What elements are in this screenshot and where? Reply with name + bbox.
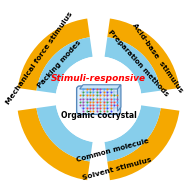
Wedge shape	[36, 37, 93, 93]
Text: Organic cocrystal: Organic cocrystal	[61, 111, 136, 120]
Text: Stimuli-responsive: Stimuli-responsive	[51, 74, 146, 83]
Wedge shape	[18, 108, 90, 180]
Wedge shape	[105, 37, 161, 93]
Text: Common molecule: Common molecule	[75, 138, 149, 163]
Circle shape	[56, 56, 142, 142]
Wedge shape	[36, 105, 93, 161]
Wedge shape	[107, 108, 179, 180]
Text: Mechanical force stimulus: Mechanical force stimulus	[5, 11, 74, 105]
Text: Solvent stimulus: Solvent stimulus	[82, 157, 153, 181]
Text: Preparation methods: Preparation methods	[107, 29, 169, 98]
Text: Acid-base  stimulus: Acid-base stimulus	[131, 22, 184, 94]
Polygon shape	[80, 85, 121, 89]
Polygon shape	[118, 85, 121, 111]
FancyBboxPatch shape	[77, 86, 120, 114]
Wedge shape	[107, 19, 179, 91]
Wedge shape	[18, 19, 90, 91]
Text: Packing modes: Packing modes	[36, 39, 82, 89]
Wedge shape	[105, 105, 161, 161]
